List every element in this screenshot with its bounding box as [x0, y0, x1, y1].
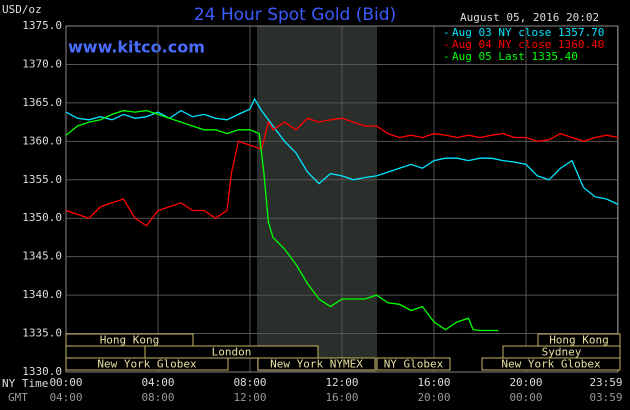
series-line	[65, 109, 499, 332]
y-tick-label: 1350.0	[22, 211, 62, 224]
y-axis-label: USD/oz	[2, 3, 42, 16]
session-shade	[257, 26, 377, 372]
date: August 05, 2016 20:02	[460, 11, 599, 24]
x-tick-label: 16:00	[417, 376, 450, 389]
legend-label: Aug 03 NY close 1357.70	[452, 26, 604, 39]
x2-tick-label: 03:59	[589, 391, 622, 404]
x-tick-label: 23:59	[589, 376, 622, 389]
y-tick-label: 1330.0	[22, 365, 62, 378]
x-tick-label: 04:00	[141, 376, 174, 389]
y-tick-label: 1355.0	[22, 173, 62, 186]
y-tick-label: 1370.0	[22, 57, 62, 70]
session-label: Sydney	[542, 346, 582, 359]
y-tick-label: 1335.0	[22, 327, 62, 340]
x2-tick-label: 04:00	[49, 391, 82, 404]
legend-marker: -	[443, 38, 450, 51]
y-tick-label: 1345.0	[22, 250, 62, 263]
legend-label: Aug 05 Last 1335.40	[452, 50, 578, 63]
site: www.kitco.com	[68, 38, 205, 57]
series-line	[65, 117, 619, 227]
legend-label: Aug 04 NY close 1360.40	[452, 38, 604, 51]
x2-tick-label: 16:00	[325, 391, 358, 404]
x2-tick-label: 08:00	[141, 391, 174, 404]
legend-marker: -	[443, 26, 450, 39]
session-label: Hong Kong	[549, 334, 609, 347]
x-tick-label: 00:00	[49, 376, 82, 389]
x2-tick-label: 12:00	[233, 391, 266, 404]
x-axis-label: NY Time	[2, 377, 48, 390]
chart-title: 24 Hour Spot Gold (Bid)	[194, 5, 396, 25]
y-tick-label: 1340.0	[22, 288, 62, 301]
x-tick-label: 08:00	[233, 376, 266, 389]
x2-axis-label: GMT	[8, 391, 28, 404]
y-tick-label: 1360.0	[22, 134, 62, 147]
series-line	[65, 97, 619, 205]
x-tick-label: 20:00	[509, 376, 542, 389]
session-label: New York Globex	[501, 358, 601, 371]
session-label: London	[212, 346, 252, 359]
session-box	[481, 357, 621, 371]
session-label: Hong Kong	[100, 334, 160, 347]
session-box	[376, 357, 451, 371]
y-tick-label: 1365.0	[22, 96, 62, 109]
x2-tick-label: 00:00	[509, 391, 542, 404]
session-box	[65, 333, 194, 347]
legend-marker: -	[443, 50, 450, 63]
session-box	[65, 345, 146, 359]
x-tick-label: 12:00	[325, 376, 358, 389]
session-label: New York Globex	[97, 358, 197, 371]
y-tick-label: 1375.0	[22, 19, 62, 32]
session-label: New York NYMEX	[270, 358, 363, 371]
x2-tick-label: 20:00	[417, 391, 450, 404]
plot-frame	[65, 25, 619, 373]
session-box	[65, 357, 229, 371]
session-label: NY Globex	[384, 358, 444, 371]
session-box	[144, 345, 319, 359]
session-box	[257, 357, 376, 371]
